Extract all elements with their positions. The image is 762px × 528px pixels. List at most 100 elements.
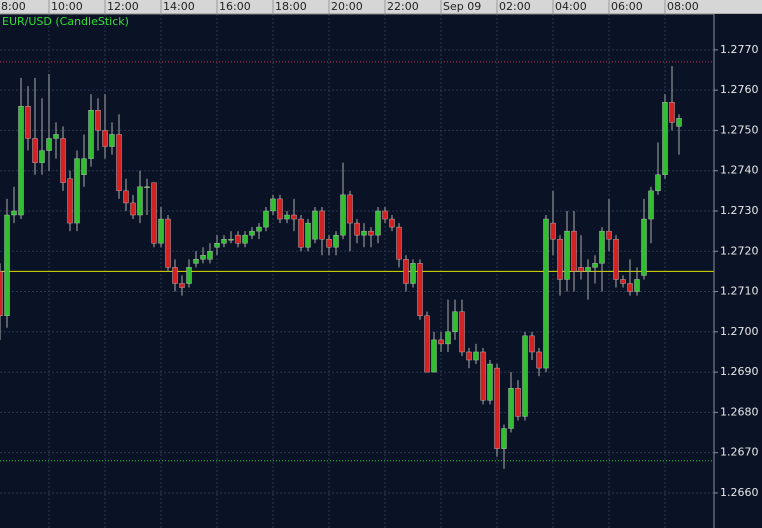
candle-body xyxy=(333,234,339,248)
candle-body xyxy=(375,210,381,236)
y-tick-label: 1.2710 xyxy=(720,285,759,298)
candle-body xyxy=(613,238,619,280)
candle-body xyxy=(172,267,178,284)
candle-body xyxy=(564,230,570,280)
y-tick-label: 1.2770 xyxy=(720,43,759,56)
candle-body xyxy=(81,158,87,175)
candle-body xyxy=(452,311,458,333)
candle-body xyxy=(67,178,73,224)
x-tick-label: 06:00 xyxy=(611,0,643,13)
candle-body xyxy=(592,263,598,268)
candle-body xyxy=(543,218,549,369)
candle-body xyxy=(228,238,234,241)
y-tick-label: 1.2680 xyxy=(720,405,759,418)
time-axis: 8:00 10:00 12:00 14:00 16:00 18:00 20:00 22:00 S… xyxy=(1,0,699,14)
candle-body xyxy=(151,182,157,244)
candle-body xyxy=(221,238,227,244)
x-tick-label: 22:00 xyxy=(387,0,419,13)
candle-body xyxy=(256,226,262,232)
candle-body xyxy=(571,230,577,272)
candle-body xyxy=(25,106,31,139)
candle-body xyxy=(186,267,192,284)
candle-body xyxy=(424,315,430,373)
candle-body xyxy=(361,230,367,236)
candle-body xyxy=(480,351,486,401)
candle-body xyxy=(193,259,199,264)
candle-body xyxy=(620,279,626,284)
candle-body xyxy=(494,367,500,449)
candle-body xyxy=(606,230,612,240)
candle-body xyxy=(403,259,409,284)
candle-body xyxy=(102,130,108,147)
candle-body xyxy=(382,210,388,220)
candle-body xyxy=(389,218,395,228)
candle-body xyxy=(536,351,542,369)
candle-body xyxy=(137,186,143,216)
candle-body xyxy=(515,388,521,417)
candle-body xyxy=(235,234,241,244)
candle-body xyxy=(284,214,290,220)
y-tick-label: 1.2700 xyxy=(720,325,759,338)
candle-body xyxy=(585,267,591,272)
candle-body xyxy=(74,158,80,224)
candle-body xyxy=(319,210,325,240)
y-tick-label: 1.2690 xyxy=(720,365,759,378)
candle-body xyxy=(396,226,402,260)
candle-body xyxy=(53,134,59,139)
x-tick-label: 16:00 xyxy=(219,0,251,13)
candle-body xyxy=(11,210,17,216)
price-axis-panel xyxy=(714,14,762,528)
candle-body xyxy=(417,263,423,316)
candle-body xyxy=(501,428,507,449)
candle-body xyxy=(214,243,220,248)
x-tick-label: Sep 09 xyxy=(443,0,481,13)
x-tick-label: 08:00 xyxy=(667,0,699,13)
y-tick-label: 1.2750 xyxy=(720,123,759,136)
candle-body xyxy=(676,118,682,127)
candle-body xyxy=(60,138,66,183)
candle-body xyxy=(0,271,3,316)
x-tick-label: 8:00 xyxy=(1,0,26,13)
candle-body xyxy=(88,110,94,159)
candle-body xyxy=(277,198,283,220)
candle-body xyxy=(4,214,10,316)
x-tick-label: 18:00 xyxy=(275,0,307,13)
y-tick-label: 1.2740 xyxy=(720,164,759,177)
y-tick-label: 1.2660 xyxy=(720,486,759,499)
candle-body xyxy=(179,283,185,288)
candle-body xyxy=(249,230,255,236)
candle-body xyxy=(641,218,647,276)
candle-body xyxy=(473,351,479,361)
x-tick-label: 20:00 xyxy=(331,0,363,13)
candle-body xyxy=(662,102,668,175)
candle-body xyxy=(95,110,101,131)
candle-body xyxy=(305,222,311,248)
candle-body xyxy=(445,331,451,345)
candles xyxy=(0,65,682,469)
candle-body xyxy=(466,351,472,361)
candle-body xyxy=(522,335,528,417)
candle-body xyxy=(529,335,535,353)
chart-title: EUR/USD (CandleStick) xyxy=(2,15,129,28)
y-tick-label: 1.2760 xyxy=(720,83,759,96)
candle-body xyxy=(627,283,633,292)
candle-body xyxy=(487,363,493,401)
candle-body xyxy=(207,251,213,260)
candle-body xyxy=(270,198,276,212)
x-tick-label: 12:00 xyxy=(107,0,139,13)
candle-body xyxy=(655,174,661,192)
candle-body xyxy=(438,339,444,345)
candle-body xyxy=(326,238,332,248)
candle-body xyxy=(46,138,52,151)
candle-body xyxy=(312,210,318,240)
candle-body xyxy=(340,194,346,236)
candle-body xyxy=(144,186,150,189)
candle-body xyxy=(368,230,374,236)
x-tick-label: 14:00 xyxy=(163,0,195,13)
candle-body xyxy=(158,218,164,244)
candle-body xyxy=(242,234,248,244)
candle-body xyxy=(669,102,675,123)
y-tick-label: 1.2730 xyxy=(720,204,759,217)
